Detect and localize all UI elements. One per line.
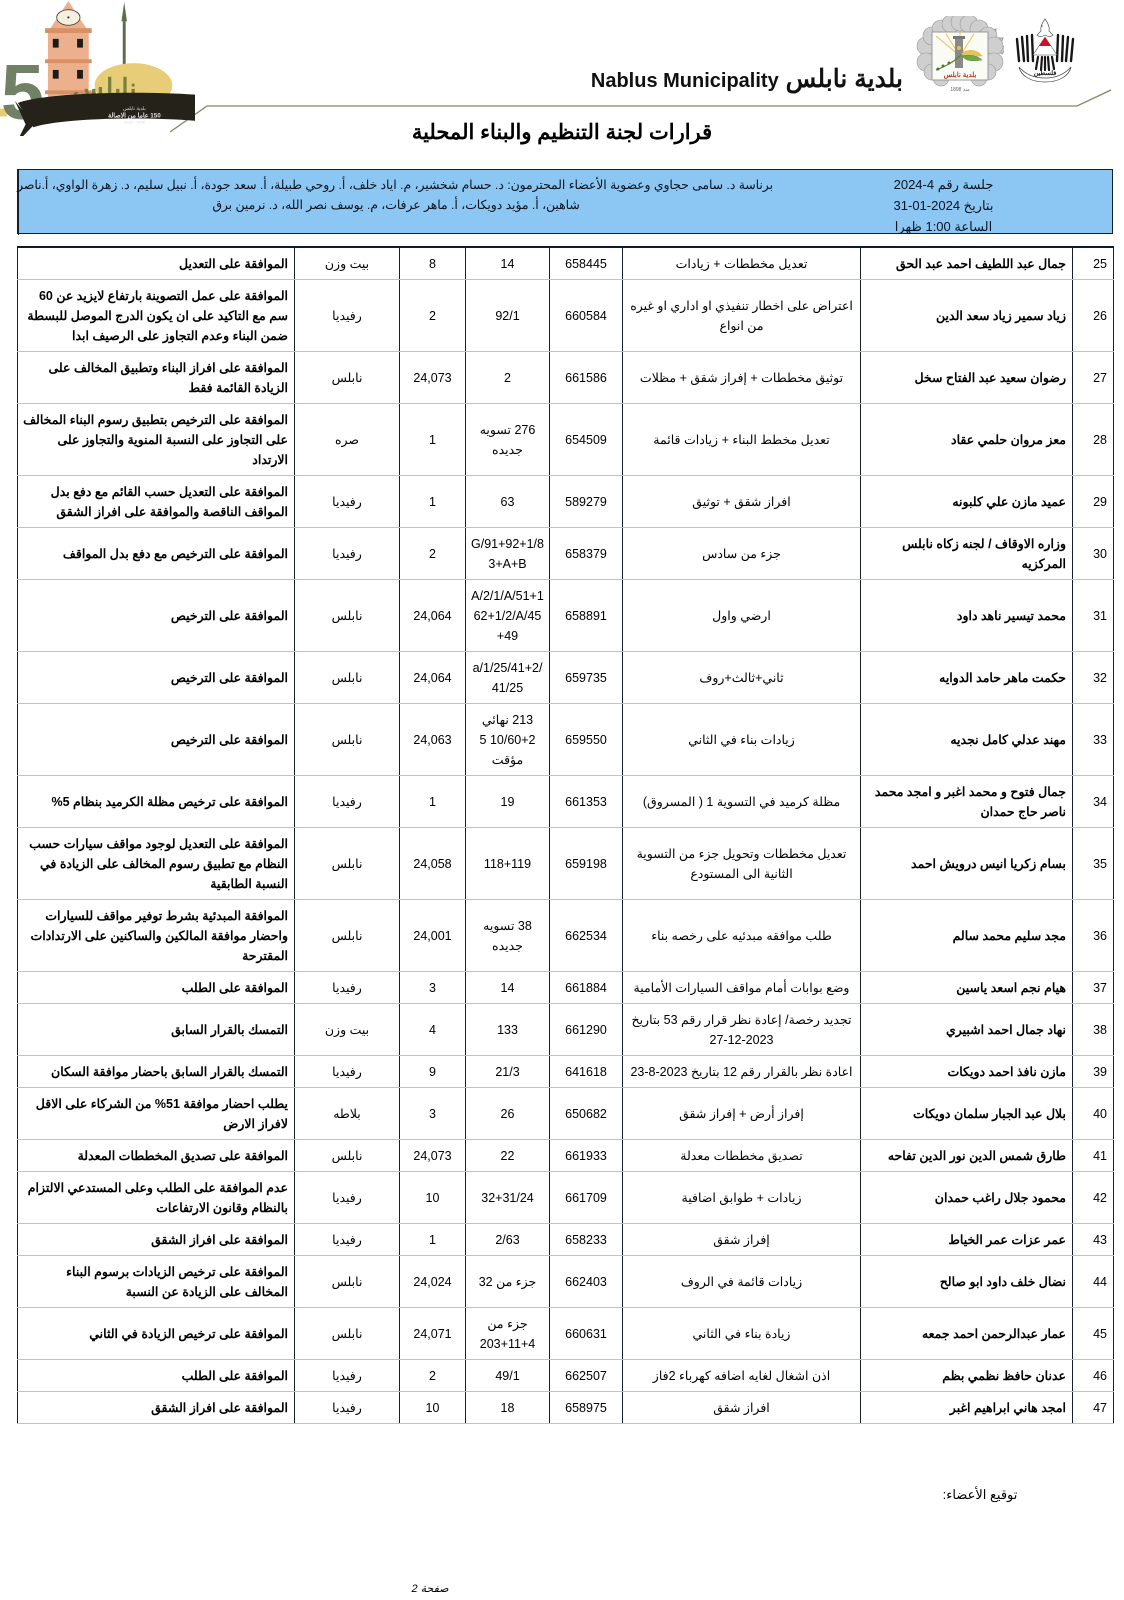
svg-text:بلدية نابلس: بلدية نابلس xyxy=(123,106,146,112)
svg-text:فلسطين: فلسطين xyxy=(1034,70,1057,77)
svg-text:بلدية نابلس: بلدية نابلس xyxy=(944,71,977,79)
svg-text:منذ 1898: منذ 1898 xyxy=(950,87,970,93)
